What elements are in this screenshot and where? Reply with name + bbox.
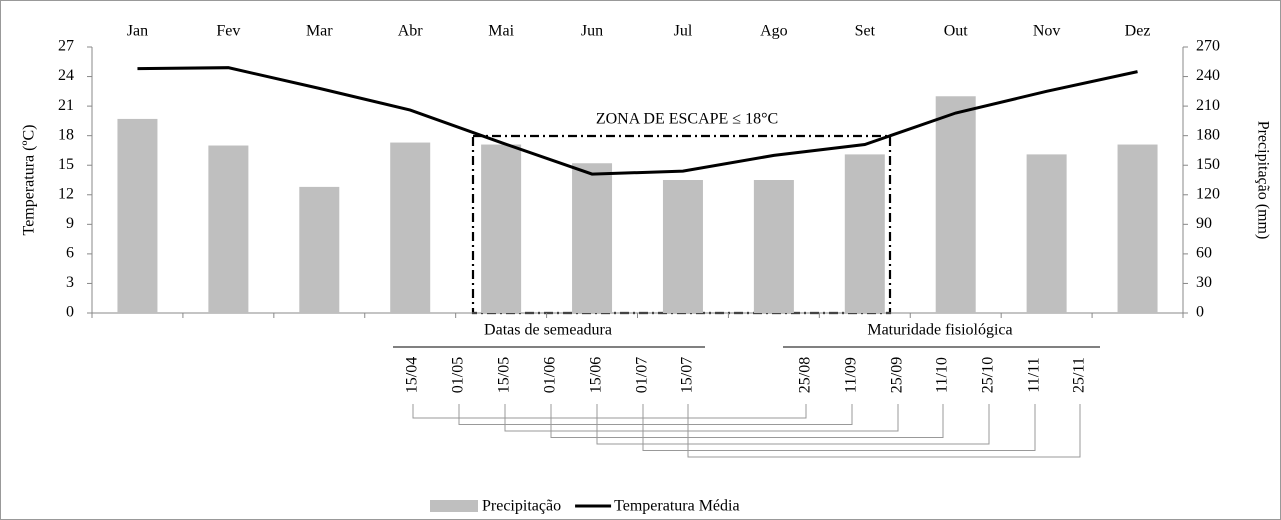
x-tick-label: Mar (306, 23, 333, 40)
date-label: 25/11 (1071, 357, 1088, 393)
date-label: 15/07 (679, 357, 696, 393)
x-tick-label: Jan (127, 23, 148, 40)
sowing-title: Datas de semeadura (484, 322, 612, 339)
x-tick-label: Abr (398, 23, 424, 40)
connector (642, 404, 1036, 451)
date-label: 25/08 (797, 357, 814, 393)
date-label: 25/09 (889, 357, 906, 393)
date-label: 15/06 (588, 357, 605, 393)
date-label: 11/09 (843, 357, 860, 393)
date-label: 01/07 (634, 357, 651, 393)
x-tick-label: Out (944, 23, 969, 40)
y-tick-label: 12 (58, 185, 74, 202)
line (137, 66, 1138, 176)
y2-tick-label: 0 (1196, 304, 1204, 321)
date-label: 01/06 (542, 357, 559, 393)
bar (1026, 154, 1067, 313)
y2-tick-label: 150 (1196, 156, 1220, 173)
y-tick-label: 27 (58, 38, 74, 55)
legend-swatch (430, 500, 478, 512)
connector (412, 404, 807, 419)
connector (687, 404, 1081, 458)
x-tick-label: Jul (674, 23, 693, 40)
x-tick-label: Mai (488, 23, 514, 40)
legend-label: Temperatura Média (614, 498, 739, 515)
y2-tick-label: 180 (1196, 126, 1220, 143)
y-tick-label: 6 (66, 245, 74, 262)
bar (662, 180, 703, 313)
x-tick-label: Fev (216, 23, 240, 40)
y2-tick-label: 240 (1196, 67, 1220, 84)
y-tick-label: 0 (66, 304, 74, 321)
connector (504, 404, 899, 432)
y-tick-label: 9 (66, 215, 74, 232)
connector (458, 404, 853, 425)
y2-tick-label: 210 (1196, 97, 1220, 114)
x-tick-label: Jun (581, 23, 603, 40)
bar (390, 142, 431, 313)
bar (753, 180, 794, 313)
bar (1117, 144, 1158, 313)
date-label: 01/05 (450, 357, 467, 393)
y-tick-label: 18 (58, 126, 74, 143)
connector (596, 404, 990, 445)
bar (935, 96, 976, 313)
x-tick-label: Set (855, 23, 876, 40)
bar (844, 154, 885, 313)
connector (550, 404, 944, 438)
y-tick-label: 24 (58, 67, 74, 84)
x-tick-label: Nov (1033, 23, 1061, 40)
x-tick-label: Dez (1125, 23, 1151, 40)
y2-tick-label: 60 (1196, 245, 1212, 262)
y-axis-label: Temperatura (ºC) (21, 125, 38, 236)
date-label: 11/10 (934, 357, 951, 393)
date-label: 11/11 (1026, 357, 1043, 392)
y2-axis-label: Precipitação (mm) (1254, 121, 1271, 240)
bar (572, 163, 613, 313)
y2-tick-label: 90 (1196, 215, 1212, 232)
y2-tick-label: 270 (1196, 38, 1220, 55)
maturity-title: Maturidade fisiológica (867, 322, 1012, 339)
bar (299, 186, 340, 313)
zone-label: ZONA DE ESCAPE ≤ 18°C (596, 111, 778, 128)
bar (481, 144, 522, 313)
date-label: 15/04 (404, 357, 421, 393)
x-tick-label: Ago (760, 23, 788, 40)
y2-tick-label: 120 (1196, 185, 1220, 202)
legend-label: Precipitação (482, 498, 561, 515)
bar (208, 145, 249, 313)
bar (117, 118, 158, 313)
y-tick-label: 15 (58, 156, 74, 173)
y2-tick-label: 30 (1196, 274, 1212, 291)
date-label: 15/05 (496, 357, 513, 393)
y-tick-label: 21 (58, 97, 74, 114)
y-tick-label: 3 (66, 274, 74, 291)
date-label: 25/10 (980, 357, 997, 393)
